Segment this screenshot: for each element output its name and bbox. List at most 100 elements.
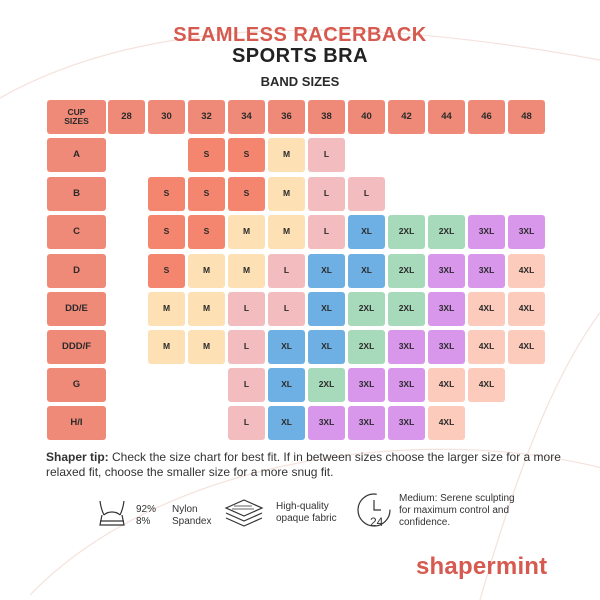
size-cell: 3XL — [508, 215, 545, 249]
title-line-1: SEAMLESS RACERBACK — [173, 24, 427, 46]
size-cell: 3XL — [428, 330, 465, 364]
size-cell: L — [228, 368, 265, 402]
band-header-48: 48 — [508, 100, 545, 134]
band-header-36: 36 — [268, 100, 305, 134]
size-cell: 2XL — [308, 368, 345, 402]
shaper-tip-label: Shaper tip: — [46, 450, 109, 464]
size-cell: M — [228, 254, 265, 288]
size-cell: S — [228, 138, 265, 172]
size-cell: XL — [348, 254, 385, 288]
cup-label: DD/E — [47, 292, 106, 326]
size-cell: 4XL — [468, 292, 505, 326]
size-cell: L — [308, 215, 345, 249]
band-header-40: 40 — [348, 100, 385, 134]
band-header-44: 44 — [428, 100, 465, 134]
size-cell: L — [228, 292, 265, 326]
size-cell: M — [148, 292, 185, 326]
spandex-percent: 8% — [136, 516, 151, 527]
size-cell: S — [188, 138, 225, 172]
size-cell: 3XL — [348, 368, 385, 402]
size-cell: XL — [268, 406, 305, 440]
title-line-2: SPORTS BRA — [231, 45, 369, 67]
size-cell: M — [268, 215, 305, 249]
size-cell: L — [228, 406, 265, 440]
size-cell: L — [228, 330, 265, 364]
size-cell: 3XL — [388, 330, 425, 364]
band-header-30: 30 — [148, 100, 185, 134]
shaper-tip: Shaper tip: Check the size chart for bes… — [46, 450, 586, 480]
cup-label: C — [47, 215, 106, 249]
size-cell: XL — [348, 215, 385, 249]
size-cell: XL — [308, 254, 345, 288]
size-cell: 4XL — [468, 368, 505, 402]
nylon-label: Nylon — [172, 504, 198, 515]
cup-sizes-header: CUP SIZES — [47, 100, 106, 134]
band-header-34: 34 — [228, 100, 265, 134]
size-cell: S — [148, 177, 185, 211]
fabric-layers-icon — [224, 499, 264, 527]
svg-text:24: 24 — [370, 515, 384, 529]
shapermint-logo: shapermint — [416, 553, 548, 580]
spandex-label: Spandex — [172, 516, 212, 527]
size-cell: S — [148, 254, 185, 288]
shaper-tip-text: Check the size chart for best fit. If in… — [46, 450, 561, 479]
size-cell: L — [308, 177, 345, 211]
size-cell: 2XL — [388, 292, 425, 326]
size-cell: 3XL — [308, 406, 345, 440]
size-cell: L — [348, 177, 385, 211]
band-header-42: 42 — [388, 100, 425, 134]
size-cell: M — [188, 330, 225, 364]
fabric-percentages: 92% 8% — [136, 504, 156, 528]
size-cell: 2XL — [388, 215, 425, 249]
support-line-1: Medium: Serene sculpting — [399, 493, 515, 504]
size-cell: XL — [268, 330, 305, 364]
size-cell: 2XL — [388, 254, 425, 288]
support-line-3: confidence. — [399, 517, 451, 528]
size-cell: L — [308, 138, 345, 172]
cup-label: A — [47, 138, 106, 172]
band-header-46: 46 — [468, 100, 505, 134]
size-cell: 3XL — [468, 215, 505, 249]
size-cell: 4XL — [508, 292, 545, 326]
size-cell: M — [188, 292, 225, 326]
nylon-percent: 92% — [136, 504, 157, 515]
support-text: Medium: Serene sculpting for maximum con… — [399, 493, 515, 529]
quality-line-2: opaque fabric — [276, 513, 337, 524]
size-cell: 4XL — [428, 368, 465, 402]
band-header-32: 32 — [188, 100, 225, 134]
size-cell: 4XL — [428, 406, 465, 440]
size-cell: L — [268, 292, 305, 326]
size-cell: 2XL — [348, 330, 385, 364]
fabric-materials: Nylon Spandex — [172, 504, 211, 528]
cup-label: D — [47, 254, 106, 288]
size-cell: M — [188, 254, 225, 288]
size-cell: 3XL — [428, 292, 465, 326]
size-cell: S — [188, 215, 225, 249]
size-cell: 3XL — [348, 406, 385, 440]
cup-label: H/I — [47, 406, 106, 440]
size-cell: XL — [308, 292, 345, 326]
size-cell: S — [228, 177, 265, 211]
size-cell: XL — [308, 330, 345, 364]
quality-text: High-quality opaque fabric — [276, 501, 337, 525]
size-cell: 3XL — [468, 254, 505, 288]
size-cell: S — [188, 177, 225, 211]
band-header-38: 38 — [308, 100, 345, 134]
size-cell: 3XL — [388, 406, 425, 440]
size-cell: 2XL — [348, 292, 385, 326]
bra-outline-icon — [99, 500, 125, 526]
band-header-28: 28 — [108, 100, 145, 134]
size-cell: M — [148, 330, 185, 364]
band-sizes-heading: BAND SIZES — [260, 74, 340, 89]
cup-label: B — [47, 177, 106, 211]
size-cell: S — [148, 215, 185, 249]
cup-label: DDD/F — [47, 330, 106, 364]
size-cell: 3XL — [388, 368, 425, 402]
size-cell: M — [268, 177, 305, 211]
size-cell: 4XL — [508, 254, 545, 288]
quality-line-1: High-quality — [276, 501, 329, 512]
size-cell: M — [228, 215, 265, 249]
size-cell: M — [268, 138, 305, 172]
size-cell: L — [268, 254, 305, 288]
size-cell: 3XL — [428, 254, 465, 288]
